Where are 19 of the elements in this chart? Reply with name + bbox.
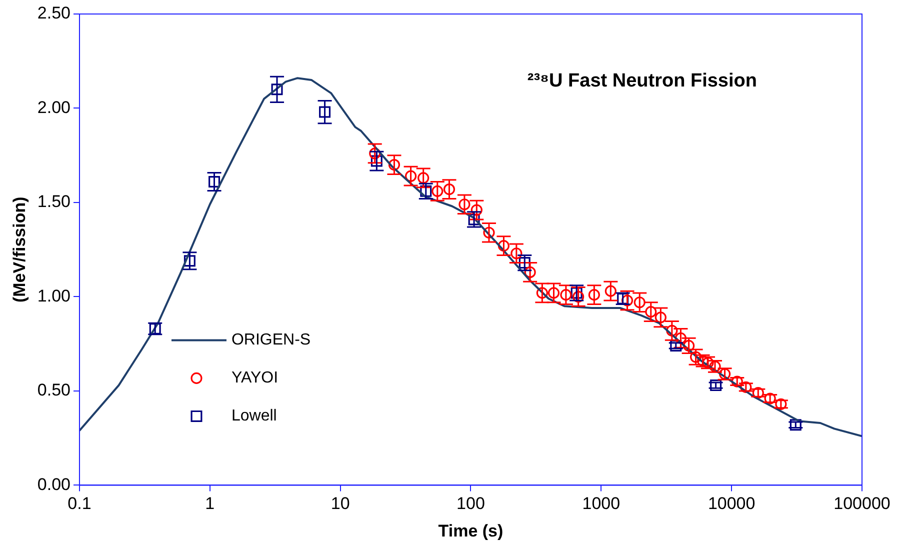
y-tick-label: 1.00 [37,286,70,306]
x-axis-title: Time (s) [438,521,504,540]
y-tick-label: 1.50 [37,192,70,212]
x-tick-label: 1000 [582,494,620,514]
legend-label: ORIGEN-S [231,332,311,349]
annotation: ²³⁸U Fast Neutron Fission [527,70,757,92]
y-tick-label: 0.50 [37,380,70,400]
x-tick-label: 0.1 [68,494,92,514]
y-tick-label: 2.00 [37,98,70,117]
x-tick-label: 10 [330,494,350,514]
legend-label: Lowell [231,408,277,425]
x-tick-label: 1 [205,494,215,514]
y-tick-label: 2.50 [37,4,70,23]
x-tick-label: 100000 [834,494,890,514]
y-axis-title: (MeV/fission) [10,196,29,302]
x-tick-label: 10000 [708,494,756,514]
legend-label: YAYOI [231,370,278,387]
y-tick-label: 0.00 [37,474,70,494]
x-tick-label: 100 [456,494,485,514]
